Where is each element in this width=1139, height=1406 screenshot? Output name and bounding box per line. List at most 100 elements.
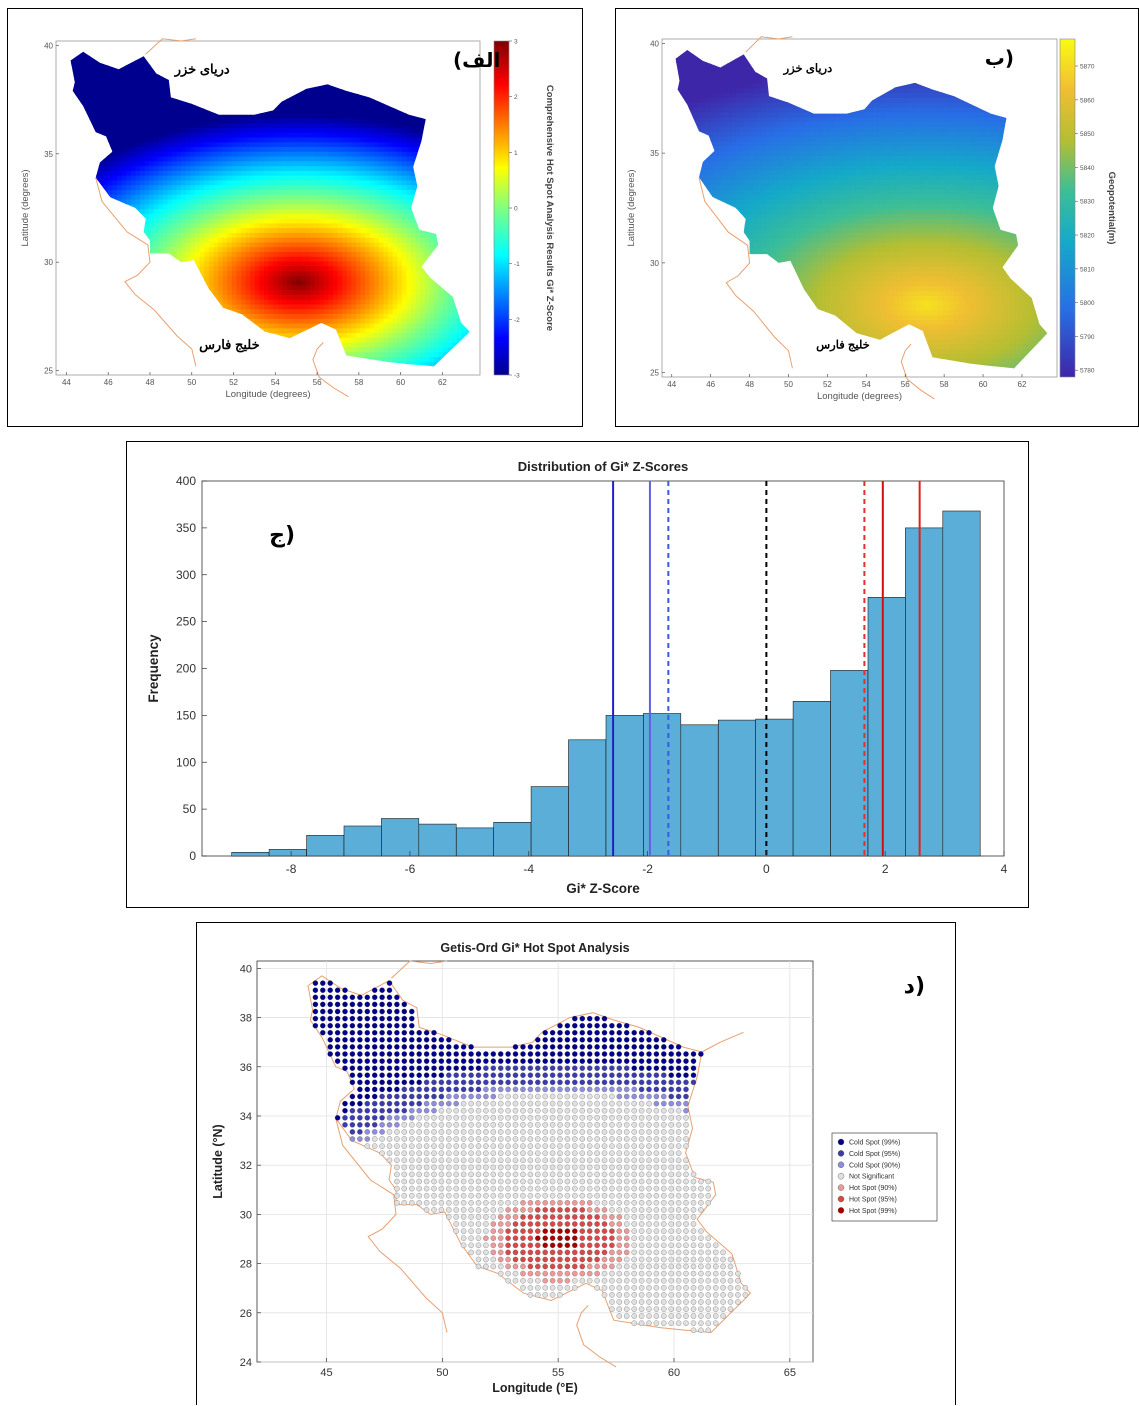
field-cell xyxy=(264,260,270,267)
field-cell xyxy=(392,136,398,143)
field-cell xyxy=(208,179,215,186)
field-cell xyxy=(126,175,132,181)
field-cell xyxy=(328,136,334,143)
field-cell xyxy=(342,208,348,214)
field-cell xyxy=(333,108,339,114)
field-cell xyxy=(181,198,187,205)
field-cell xyxy=(374,256,380,262)
field-cell xyxy=(310,146,316,152)
field-cell xyxy=(319,84,325,90)
field-cell xyxy=(149,218,155,224)
field-cell xyxy=(378,198,385,205)
field-cell xyxy=(185,227,192,233)
field-cell xyxy=(140,127,146,133)
field-cell xyxy=(300,175,306,181)
field-cell xyxy=(374,170,380,176)
field-cell xyxy=(218,299,224,305)
field-cell xyxy=(277,108,283,114)
field-cell xyxy=(305,103,311,109)
field-cell xyxy=(172,237,178,243)
field-cell xyxy=(218,260,224,267)
field-cell xyxy=(355,151,362,157)
field-cell xyxy=(227,265,233,272)
field-cell xyxy=(107,141,113,147)
field-cell xyxy=(333,213,339,219)
field-cell xyxy=(319,203,325,210)
field-cell xyxy=(208,175,215,181)
field-cell xyxy=(231,265,238,272)
field-cell xyxy=(204,198,210,205)
field-cell xyxy=(140,198,146,205)
field-cell xyxy=(388,332,394,338)
field-cell xyxy=(199,189,205,195)
field-cell xyxy=(162,165,169,171)
field-cell xyxy=(84,60,90,66)
field-cell xyxy=(268,184,274,190)
field-cell xyxy=(140,108,146,114)
field-cell xyxy=(378,222,385,229)
field-cell xyxy=(135,70,141,76)
field-cell xyxy=(314,89,320,95)
field-cell xyxy=(231,160,238,167)
field-cell xyxy=(323,122,329,128)
field-cell xyxy=(291,108,297,114)
field-cell xyxy=(241,227,247,233)
field-cell xyxy=(337,151,343,157)
field-cell xyxy=(365,232,371,238)
field-cell xyxy=(388,113,394,119)
field-cell xyxy=(360,179,366,186)
field-cell xyxy=(71,60,77,66)
field-cell xyxy=(346,179,352,186)
field-cell xyxy=(176,246,182,252)
field-cell xyxy=(158,227,164,233)
field-cell xyxy=(355,213,362,219)
field-cell xyxy=(282,136,288,143)
field-cell xyxy=(144,132,150,138)
field-cell xyxy=(153,122,159,128)
field-cell xyxy=(126,113,132,119)
field-cell xyxy=(153,184,159,190)
field-cell xyxy=(374,337,380,343)
field-cell xyxy=(319,165,325,171)
field-cell xyxy=(254,189,260,195)
field-cell xyxy=(314,203,320,210)
field-cell xyxy=(319,289,325,295)
field-cell xyxy=(383,313,389,319)
field-cell xyxy=(351,260,357,267)
field-cell xyxy=(277,179,283,186)
field-cell xyxy=(300,299,306,305)
field-cell xyxy=(167,103,173,109)
field-cell xyxy=(208,218,215,224)
field-cell xyxy=(268,117,274,124)
field-cell xyxy=(277,222,283,229)
field-cell xyxy=(374,294,380,300)
field-cell xyxy=(342,222,348,229)
field-cell xyxy=(218,289,224,295)
field-cell xyxy=(300,237,306,243)
field-cell xyxy=(333,280,339,286)
field-cell xyxy=(107,127,113,133)
field-cell xyxy=(355,155,362,162)
field-cell xyxy=(388,203,394,210)
field-cell xyxy=(149,160,155,167)
field-cell xyxy=(149,246,155,252)
field-cell xyxy=(360,260,366,267)
field-cell xyxy=(98,127,104,133)
field-cell xyxy=(140,117,146,124)
field-cell xyxy=(245,122,251,128)
field-cell xyxy=(392,289,398,295)
field-cell xyxy=(245,208,251,214)
field-cell xyxy=(287,117,293,124)
field-cell xyxy=(204,208,210,214)
field-cell xyxy=(236,184,242,190)
field-cell xyxy=(388,179,394,186)
field-cell xyxy=(337,136,343,143)
field-cell xyxy=(388,127,394,133)
field-cell xyxy=(319,246,325,252)
field-cell xyxy=(172,184,178,190)
field-cell xyxy=(153,203,159,210)
field-cell xyxy=(268,127,274,133)
field-cell xyxy=(296,98,302,105)
field-cell xyxy=(130,155,136,162)
field-cell xyxy=(287,246,293,252)
